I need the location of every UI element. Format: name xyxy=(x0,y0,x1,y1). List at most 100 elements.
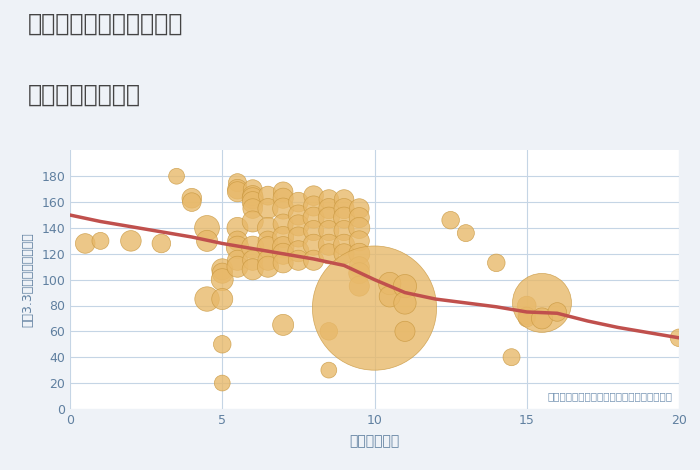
Point xyxy=(202,224,213,232)
Point xyxy=(277,259,289,266)
Point xyxy=(461,229,472,237)
Point xyxy=(308,227,319,234)
Point xyxy=(277,250,289,258)
Point xyxy=(293,247,304,255)
Point xyxy=(217,276,228,283)
Point xyxy=(673,334,685,342)
Point xyxy=(521,315,532,322)
Point xyxy=(323,214,335,221)
Point xyxy=(339,214,350,221)
Point xyxy=(95,237,106,244)
Point xyxy=(293,257,304,264)
Point xyxy=(323,196,335,203)
Point xyxy=(521,312,532,320)
Point xyxy=(323,250,335,258)
Point xyxy=(262,192,274,199)
Point xyxy=(293,233,304,241)
Point xyxy=(369,305,380,312)
Point xyxy=(247,266,258,273)
Point xyxy=(262,257,274,264)
Point xyxy=(308,257,319,264)
Point xyxy=(247,205,258,212)
Point xyxy=(262,237,274,244)
Point xyxy=(247,218,258,225)
Point xyxy=(217,269,228,277)
Point xyxy=(247,243,258,251)
Point xyxy=(293,212,304,219)
Text: 駅距離別土地価格: 駅距離別土地価格 xyxy=(28,82,141,106)
Point xyxy=(262,263,274,271)
Y-axis label: 坪（3.3㎡）単価（万円）: 坪（3.3㎡）単価（万円） xyxy=(21,232,34,327)
Point xyxy=(232,179,243,187)
Point xyxy=(125,237,136,244)
Point xyxy=(262,224,274,232)
Text: 円の大きさは、取引のあった物件面積を示す: 円の大きさは、取引のあった物件面積を示す xyxy=(548,391,673,401)
Point xyxy=(339,250,350,258)
Point xyxy=(339,205,350,212)
Point xyxy=(277,205,289,212)
Point xyxy=(323,328,335,335)
Point xyxy=(277,243,289,251)
Point xyxy=(232,185,243,193)
Point xyxy=(552,308,563,316)
Point xyxy=(354,205,365,212)
Point xyxy=(232,257,243,264)
Point xyxy=(354,263,365,271)
Point xyxy=(247,198,258,206)
Point xyxy=(277,188,289,196)
Point xyxy=(399,299,410,306)
Point xyxy=(354,269,365,277)
Point xyxy=(217,266,228,273)
Point xyxy=(354,237,365,244)
Point xyxy=(202,295,213,303)
Point xyxy=(247,195,258,202)
Point xyxy=(232,224,243,232)
Point xyxy=(339,196,350,203)
X-axis label: 駅距離（分）: 駅距離（分） xyxy=(349,434,400,448)
Point xyxy=(202,237,213,244)
Point xyxy=(277,220,289,228)
Point xyxy=(247,185,258,193)
Point xyxy=(323,241,335,249)
Point xyxy=(521,302,532,309)
Point xyxy=(308,214,319,221)
Point xyxy=(232,263,243,271)
Text: 兵庫県西宮市甲子園口の: 兵庫県西宮市甲子園口の xyxy=(28,12,183,36)
Point xyxy=(80,240,91,247)
Point xyxy=(536,315,547,322)
Point xyxy=(308,202,319,210)
Point xyxy=(339,227,350,234)
Point xyxy=(232,188,243,196)
Point xyxy=(156,240,167,247)
Point xyxy=(323,227,335,234)
Point xyxy=(323,205,335,212)
Point xyxy=(293,222,304,229)
Point xyxy=(339,241,350,249)
Point xyxy=(232,243,243,251)
Point xyxy=(491,259,502,266)
Point xyxy=(399,282,410,290)
Point xyxy=(308,241,319,249)
Point xyxy=(308,192,319,199)
Point xyxy=(354,282,365,290)
Point xyxy=(293,198,304,206)
Point xyxy=(506,353,517,361)
Point xyxy=(384,280,395,287)
Point xyxy=(277,321,289,329)
Point xyxy=(232,237,243,244)
Point xyxy=(354,224,365,232)
Point xyxy=(354,214,365,221)
Point xyxy=(217,340,228,348)
Point xyxy=(445,216,456,224)
Point xyxy=(262,205,274,212)
Point xyxy=(277,195,289,202)
Point xyxy=(399,328,410,335)
Point xyxy=(384,293,395,300)
Point xyxy=(186,198,197,206)
Point xyxy=(186,195,197,202)
Point xyxy=(354,250,365,258)
Point xyxy=(323,367,335,374)
Point xyxy=(277,233,289,241)
Point xyxy=(536,299,547,306)
Point xyxy=(217,295,228,303)
